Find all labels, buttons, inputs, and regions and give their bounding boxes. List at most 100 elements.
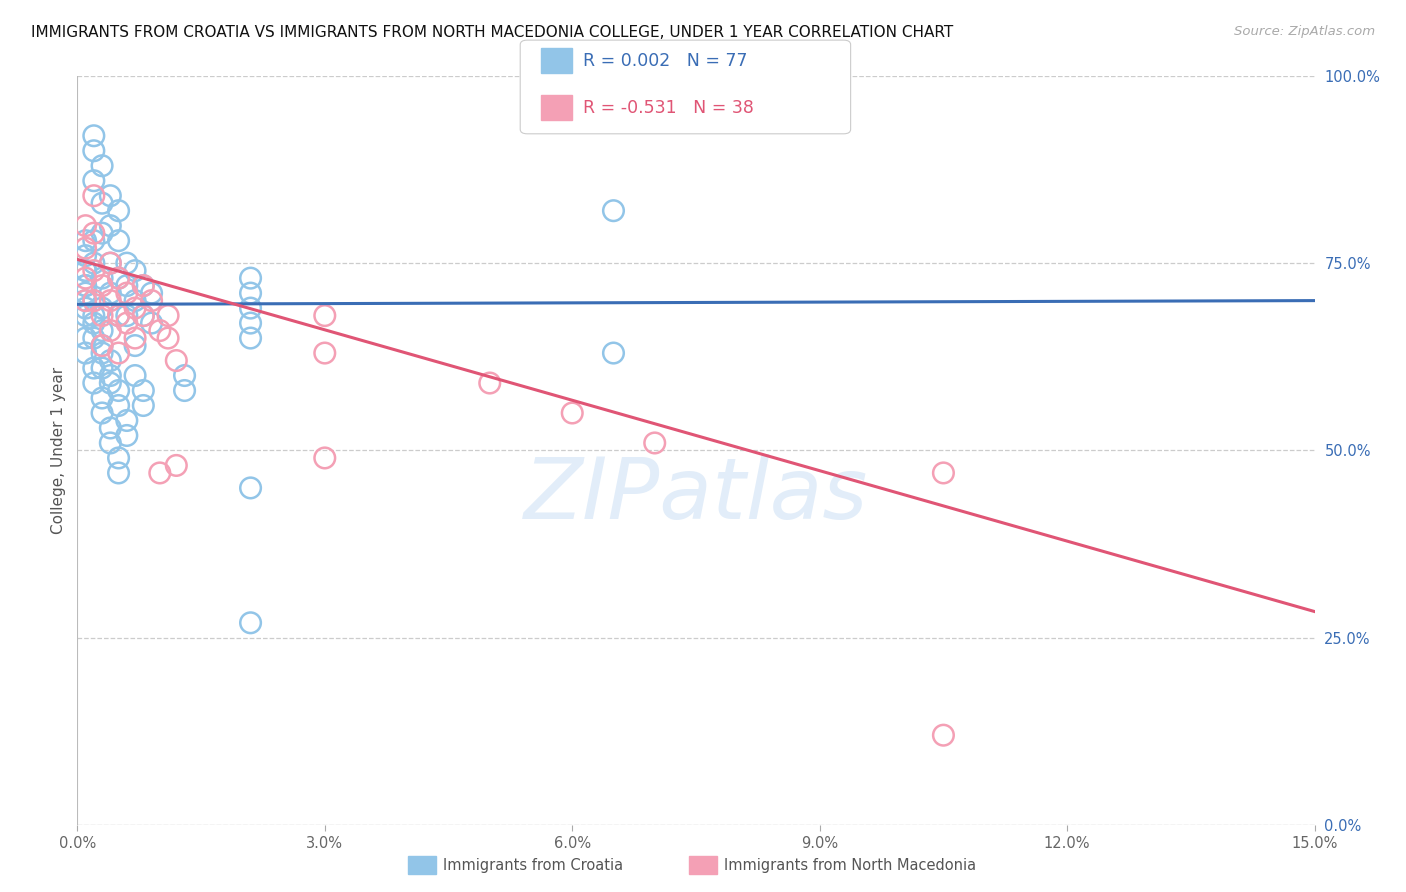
Point bbox=[91, 226, 114, 240]
Point bbox=[98, 376, 121, 390]
Point bbox=[107, 309, 129, 323]
Point bbox=[644, 436, 666, 450]
Point bbox=[83, 144, 105, 158]
Point bbox=[98, 436, 121, 450]
Point bbox=[314, 450, 336, 465]
Point bbox=[239, 615, 262, 630]
Point bbox=[157, 331, 180, 345]
Point bbox=[75, 263, 97, 277]
Point bbox=[602, 203, 624, 218]
Point bbox=[91, 278, 114, 293]
Point bbox=[132, 399, 155, 413]
Point bbox=[91, 271, 114, 285]
Point bbox=[132, 309, 155, 323]
Point bbox=[239, 301, 262, 315]
Point bbox=[124, 263, 146, 277]
Point bbox=[91, 159, 114, 173]
Point bbox=[478, 376, 501, 390]
Point bbox=[132, 384, 155, 398]
Point bbox=[115, 286, 138, 301]
Point bbox=[98, 421, 121, 435]
Point bbox=[83, 309, 105, 323]
Point bbox=[91, 196, 114, 211]
Point bbox=[91, 361, 114, 376]
Point bbox=[141, 286, 163, 301]
Point bbox=[107, 384, 129, 398]
Text: Immigrants from Croatia: Immigrants from Croatia bbox=[443, 858, 623, 872]
Point bbox=[83, 128, 105, 143]
Point bbox=[83, 361, 105, 376]
Point bbox=[91, 324, 114, 338]
Point bbox=[239, 331, 262, 345]
Point bbox=[91, 338, 114, 352]
Point bbox=[91, 309, 114, 323]
Point bbox=[98, 219, 121, 233]
Point bbox=[157, 309, 180, 323]
Point bbox=[115, 413, 138, 427]
Point bbox=[98, 368, 121, 383]
Y-axis label: College, Under 1 year: College, Under 1 year bbox=[51, 367, 66, 534]
Point bbox=[83, 256, 105, 270]
Point bbox=[107, 399, 129, 413]
Point bbox=[107, 466, 129, 480]
Point bbox=[75, 293, 97, 308]
Point bbox=[91, 338, 114, 352]
Point bbox=[115, 316, 138, 330]
Point bbox=[115, 428, 138, 442]
Point bbox=[115, 309, 138, 323]
Point bbox=[75, 301, 97, 315]
Point bbox=[91, 301, 114, 315]
Point bbox=[107, 234, 129, 248]
Point bbox=[149, 466, 172, 480]
Point bbox=[83, 331, 105, 345]
Text: R = 0.002   N = 77: R = 0.002 N = 77 bbox=[583, 52, 748, 70]
Point bbox=[83, 188, 105, 202]
Point bbox=[314, 346, 336, 360]
Point bbox=[239, 271, 262, 285]
Point bbox=[115, 256, 138, 270]
Point bbox=[124, 293, 146, 308]
Point bbox=[107, 271, 129, 285]
Point bbox=[91, 391, 114, 405]
Point bbox=[141, 316, 163, 330]
Point bbox=[124, 301, 146, 315]
Point bbox=[107, 203, 129, 218]
Point bbox=[91, 406, 114, 420]
Point bbox=[107, 450, 129, 465]
Point bbox=[107, 346, 129, 360]
Point bbox=[98, 286, 121, 301]
Point bbox=[98, 256, 121, 270]
Point bbox=[132, 278, 155, 293]
Point bbox=[83, 234, 105, 248]
Point bbox=[149, 324, 172, 338]
Point bbox=[75, 278, 97, 293]
Point bbox=[75, 309, 97, 323]
Point bbox=[83, 316, 105, 330]
Point bbox=[83, 293, 105, 308]
Point bbox=[75, 249, 97, 263]
Point bbox=[173, 368, 195, 383]
Point bbox=[173, 384, 195, 398]
Point bbox=[132, 309, 155, 323]
Text: ZIPatlas: ZIPatlas bbox=[524, 454, 868, 537]
Point bbox=[561, 406, 583, 420]
Point bbox=[932, 466, 955, 480]
Point bbox=[75, 346, 97, 360]
Point bbox=[75, 293, 97, 308]
Point bbox=[75, 286, 97, 301]
Point bbox=[83, 293, 105, 308]
Point bbox=[165, 458, 187, 473]
Point bbox=[83, 376, 105, 390]
Point bbox=[75, 263, 97, 277]
Point bbox=[83, 174, 105, 188]
Text: IMMIGRANTS FROM CROATIA VS IMMIGRANTS FROM NORTH MACEDONIA COLLEGE, UNDER 1 YEAR: IMMIGRANTS FROM CROATIA VS IMMIGRANTS FR… bbox=[31, 25, 953, 40]
Point bbox=[132, 278, 155, 293]
Point bbox=[115, 278, 138, 293]
Point bbox=[107, 271, 129, 285]
Point bbox=[239, 481, 262, 495]
Point bbox=[107, 309, 129, 323]
Point bbox=[98, 188, 121, 202]
Point bbox=[98, 324, 121, 338]
Text: R = -0.531   N = 38: R = -0.531 N = 38 bbox=[583, 99, 755, 117]
Point bbox=[239, 286, 262, 301]
